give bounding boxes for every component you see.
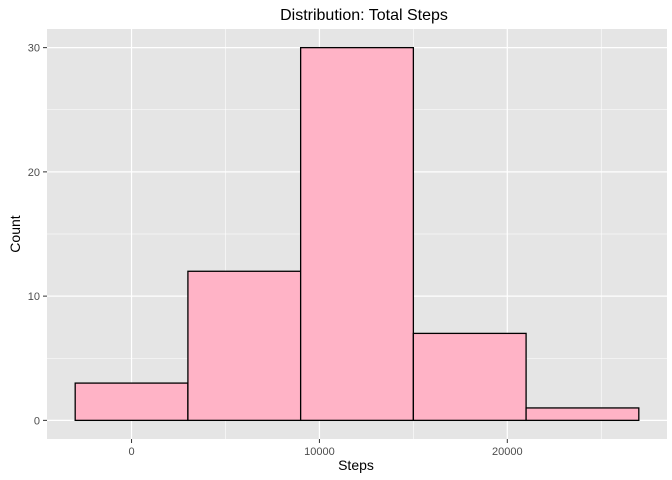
x-tick-label: 0 — [128, 446, 134, 458]
histogram-bar — [187, 270, 302, 422]
y-tick-label: 0 — [34, 415, 40, 427]
histogram-bar — [412, 332, 527, 422]
y-tick-label: 10 — [28, 291, 40, 303]
histogram-bar — [525, 407, 640, 422]
y-axis-ticks: 0 10 20 30 — [28, 43, 47, 427]
histogram-bar — [74, 382, 189, 422]
x-tick-label: 10000 — [304, 446, 335, 458]
bars — [74, 46, 640, 422]
chart-title: Distribution: Total Steps — [280, 7, 448, 24]
y-axis-label: Count — [7, 215, 23, 252]
y-tick-label: 20 — [28, 167, 40, 179]
y-tick-label: 30 — [28, 43, 40, 55]
histogram-bar — [299, 46, 415, 422]
x-tick-label: 20000 — [492, 446, 523, 458]
x-axis-label: Steps — [338, 457, 374, 473]
x-axis-ticks: 0 10000 20000 — [128, 439, 523, 458]
